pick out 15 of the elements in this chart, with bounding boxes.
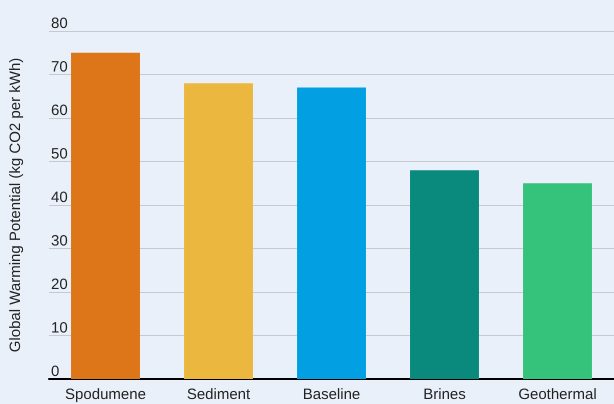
y-tick-label: 60 [51,102,68,119]
y-tick-label: 30 [51,232,68,250]
y-axis-title: Global Warming Potential (kg CO2 per kWh) [7,58,24,352]
y-tick-label: 20 [51,276,68,293]
y-tick-label: 0 [51,363,60,380]
y-tick-label: 70 [51,58,68,76]
x-tick-label: Brines [423,386,466,403]
y-tick-label: 40 [51,189,68,206]
x-tick-label: Baseline [302,386,360,403]
x-tick-label: Sediment [186,386,252,403]
x-tick-label: Geothermal [518,386,597,403]
y-tick-label: 10 [51,320,68,336]
y-tick-label: 80 [51,15,68,32]
x-tick-label: Spodumene [65,386,146,403]
y-tick-label: 50 [51,146,68,162]
